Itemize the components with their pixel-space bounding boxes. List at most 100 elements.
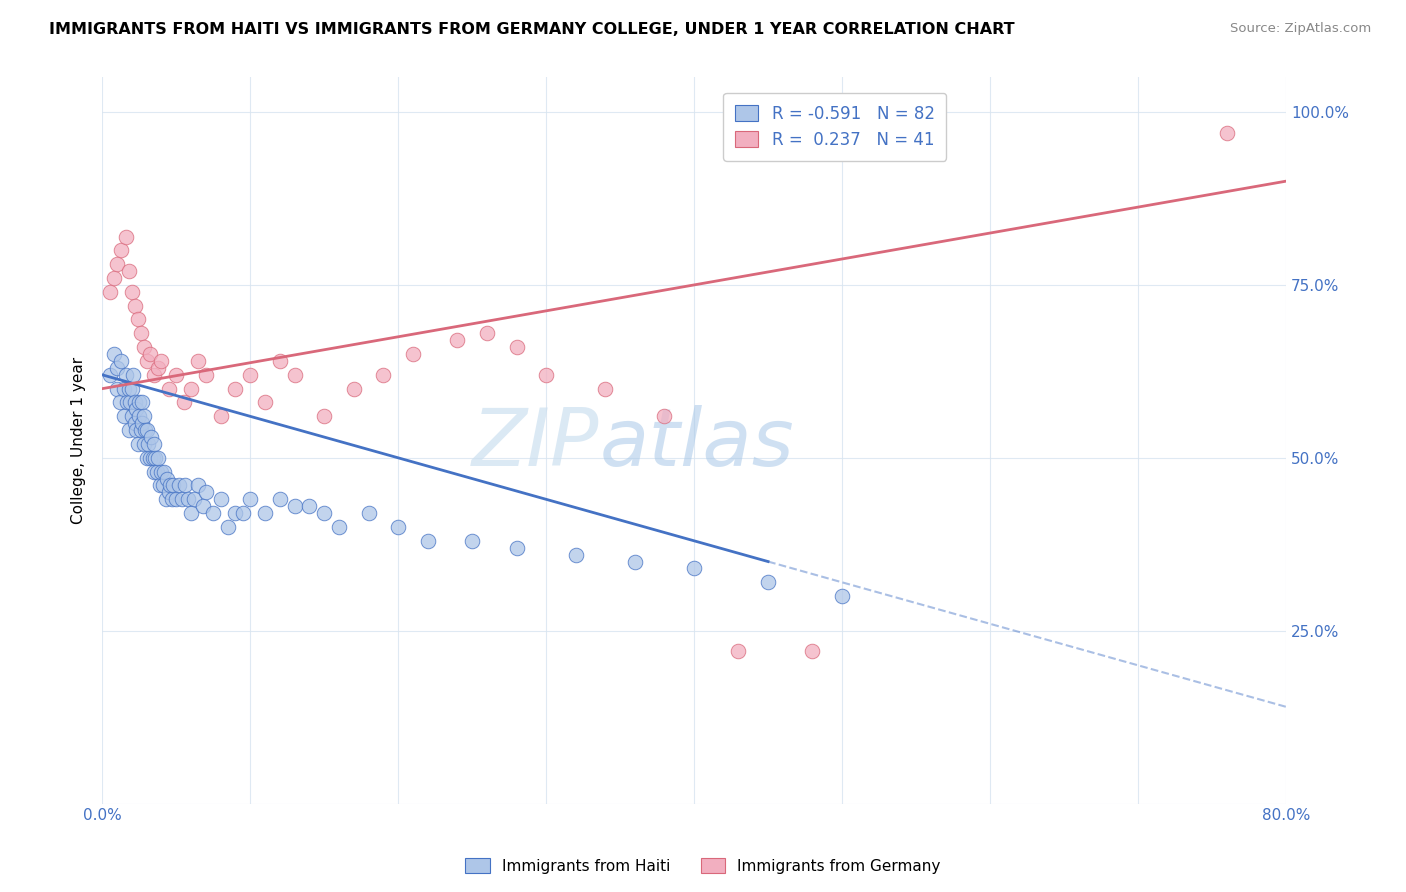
Point [127,312,149,326]
Point [314,506,336,520]
Point [253,395,276,409]
Point [145,450,167,465]
Point [125,423,148,437]
Point [105,382,128,396]
Point [180,382,202,396]
Point [194,368,217,382]
Point [284,500,307,514]
Legend: Immigrants from Haiti, Immigrants from Germany: Immigrants from Haiti, Immigrants from G… [460,852,946,880]
Point [172,492,194,507]
Point [402,347,425,361]
Text: Source: ZipAtlas.com: Source: ZipAtlas.com [1230,22,1371,36]
Point [232,506,254,520]
Point [284,368,307,382]
Point [173,395,195,409]
Point [187,354,209,368]
Point [128,409,150,424]
Point [461,533,484,548]
Point [128,395,150,409]
Point [654,409,676,424]
Y-axis label: College, Under 1 year: College, Under 1 year [72,357,86,524]
Point [150,354,173,368]
Point [103,347,125,361]
Point [112,382,135,396]
Point [224,506,246,520]
Point [174,478,197,492]
Point [122,368,145,382]
Point [831,589,853,603]
Point [177,492,200,507]
Point [505,541,527,555]
Point [187,478,209,492]
Point [124,299,146,313]
Point [148,450,170,465]
Point [624,555,647,569]
Point [110,354,132,368]
Point [683,561,706,575]
Point [98,285,121,299]
Point [112,409,135,424]
Point [150,465,173,479]
Point [129,423,152,437]
Point [183,492,205,507]
Point [148,360,170,375]
Point [343,382,366,396]
Point [124,395,146,409]
Point [138,450,160,465]
Point [120,395,142,409]
Point [475,326,498,341]
Point [209,492,232,507]
Point [152,478,174,492]
Text: IMMIGRANTS FROM HAITI VS IMMIGRANTS FROM GERMANY COLLEGE, UNDER 1 YEAR CORRELATI: IMMIGRANTS FROM HAITI VS IMMIGRANTS FROM… [49,22,1015,37]
Point [135,423,157,437]
Point [298,500,321,514]
Point [416,533,439,548]
Point [224,382,246,396]
Point [127,437,149,451]
Point [105,360,128,375]
Point [209,409,232,424]
Point [118,382,141,396]
Text: atlas: atlas [599,405,794,483]
Point [124,416,146,430]
Point [253,506,276,520]
Point [125,402,148,417]
Point [162,478,184,492]
Text: ZIP: ZIP [472,405,599,483]
Point [105,257,128,271]
Point [387,520,409,534]
Point [135,450,157,465]
Point [136,437,159,451]
Point [149,478,172,492]
Point [191,500,214,514]
Legend: R = -0.591   N = 82, R =  0.237   N = 41: R = -0.591 N = 82, R = 0.237 N = 41 [723,93,946,161]
Point [139,430,162,444]
Point [505,340,527,354]
Point [157,382,180,396]
Point [143,465,166,479]
Point [115,229,138,244]
Point [801,644,824,658]
Point [180,506,202,520]
Point [1216,126,1239,140]
Point [595,382,617,396]
Point [159,478,181,492]
Point [534,368,557,382]
Point [160,492,183,507]
Point [98,368,121,382]
Point [132,409,155,424]
Point [135,354,157,368]
Point [132,437,155,451]
Point [564,548,586,562]
Point [328,520,350,534]
Point [115,368,138,382]
Point [118,264,141,278]
Point [446,333,468,347]
Point [138,347,160,361]
Point [117,395,139,409]
Point [202,506,225,520]
Point [165,492,187,507]
Point [121,409,143,424]
Point [269,354,291,368]
Point [146,465,169,479]
